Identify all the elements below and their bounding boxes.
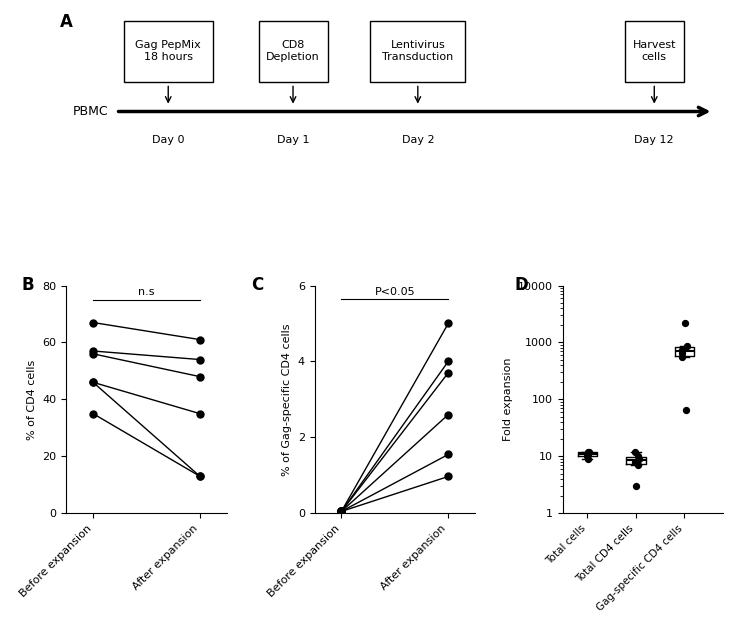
Bar	[370, 21, 466, 82]
Point	[676, 352, 688, 362]
Point	[582, 454, 594, 464]
Bar	[124, 21, 213, 82]
Y-axis label: % of CD4 cells: % of CD4 cells	[27, 359, 37, 439]
Text: D: D	[515, 277, 528, 294]
Y-axis label: % of Gag-specific CD4 cells: % of Gag-specific CD4 cells	[283, 323, 292, 476]
Point	[581, 451, 593, 461]
Point	[582, 449, 593, 459]
Text: P<0.05: P<0.05	[374, 287, 415, 297]
Text: Day 2: Day 2	[401, 135, 434, 145]
Text: Lentivirus
Transduction: Lentivirus Transduction	[382, 41, 453, 62]
Point	[680, 405, 692, 415]
Bar	[258, 21, 328, 82]
Text: C: C	[251, 277, 263, 294]
Point	[630, 457, 641, 467]
Point	[632, 460, 644, 470]
Text: Day 1: Day 1	[277, 135, 309, 145]
Text: CD8
Depletion: CD8 Depletion	[266, 41, 320, 62]
Point	[583, 447, 595, 457]
Point	[630, 447, 641, 457]
Y-axis label: Fold expansion: Fold expansion	[503, 357, 513, 441]
Point	[582, 449, 594, 459]
Bar	[625, 21, 684, 82]
Text: Harvest
cells: Harvest cells	[632, 41, 676, 62]
Point	[676, 348, 688, 358]
Point	[681, 341, 693, 351]
Text: B: B	[21, 277, 34, 294]
Point	[679, 318, 691, 328]
Text: Gag PepMix
18 hours: Gag PepMix 18 hours	[135, 41, 201, 62]
Point	[630, 481, 642, 491]
Text: A: A	[60, 13, 73, 31]
Point	[582, 447, 593, 457]
Point	[632, 451, 644, 461]
Text: PBMC: PBMC	[73, 105, 108, 118]
Point	[676, 344, 688, 354]
Text: Day 0: Day 0	[152, 135, 184, 145]
Point	[632, 454, 644, 464]
Text: n.s: n.s	[138, 287, 155, 297]
Text: Day 12: Day 12	[635, 135, 674, 145]
